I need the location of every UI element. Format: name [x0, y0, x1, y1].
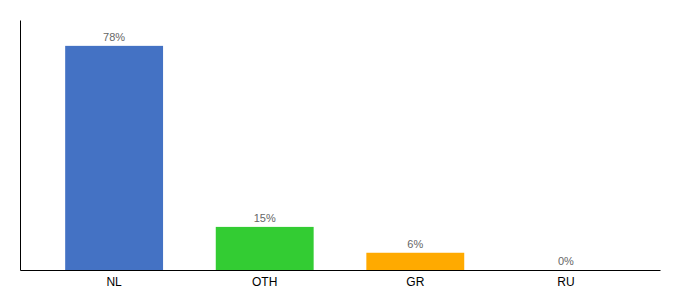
bar	[517, 270, 615, 271]
x-tick-label: GR	[406, 275, 424, 289]
data-labels: 78% 15% 6% 0%	[103, 31, 574, 267]
x-tick: NL	[106, 275, 122, 289]
x-tick: RU	[557, 275, 574, 289]
bar	[65, 46, 163, 270]
x-tick: OTH	[252, 275, 277, 289]
x-axis: NL OTH GR RU	[21, 271, 661, 290]
data-label: 0%	[558, 255, 574, 267]
bar	[366, 253, 464, 270]
chart: NL OTH GR RU 78% 15% 6% 0%	[0, 0, 680, 300]
x-tick-label: OTH	[252, 275, 277, 289]
bars	[65, 46, 464, 270]
y-axis	[20, 21, 21, 271]
data-label: 15%	[254, 212, 276, 224]
x-axis-line	[21, 270, 661, 271]
x-tick-label: RU	[557, 275, 574, 289]
plot: NL OTH GR RU 78% 15% 6% 0%	[21, 21, 661, 290]
data-label: 6%	[407, 238, 423, 250]
x-tick: GR	[406, 275, 424, 289]
x-tick-label: NL	[106, 275, 122, 289]
bar	[216, 227, 314, 270]
y-axis-line	[20, 21, 21, 271]
data-label: 78%	[103, 31, 125, 43]
